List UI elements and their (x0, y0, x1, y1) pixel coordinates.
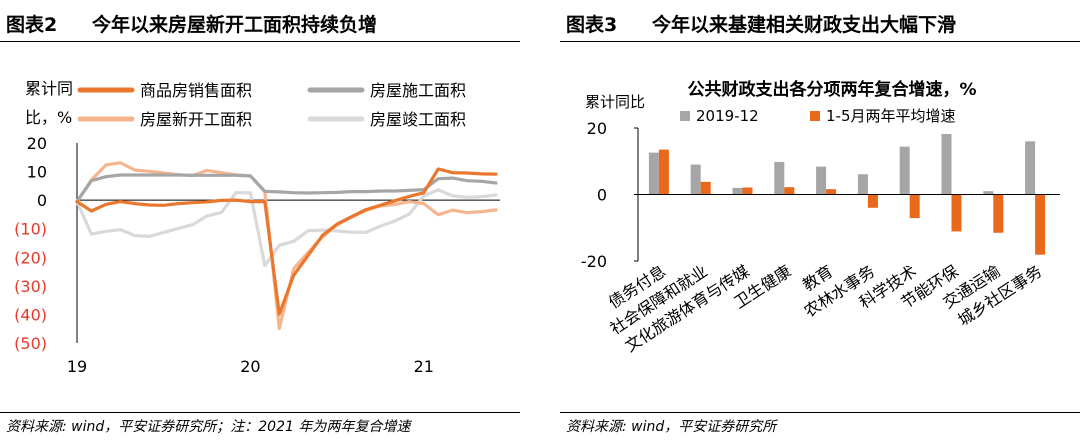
bar (732, 187, 743, 195)
y-tick-label: (50) (14, 334, 47, 353)
legend-swatch (810, 111, 820, 121)
legend-label: 商品房销售面积 (140, 81, 252, 100)
bar (742, 187, 753, 195)
y-axis-label: 累计同比 (585, 93, 645, 111)
bar (867, 194, 878, 208)
left-top-rule (0, 41, 520, 42)
x-tick-label: 21 (414, 357, 434, 376)
x-tick-label: 20 (240, 357, 260, 376)
legend-swatch (680, 111, 690, 121)
left-figure-header: 图表2 今年以来房屋新开工面积持续负增 (6, 10, 377, 37)
series-line (75, 161, 498, 330)
y-tick-label: 0 (597, 186, 607, 205)
left-figure-title: 今年以来房屋新开工面积持续负增 (92, 14, 378, 36)
y-tick-label: (10) (14, 220, 47, 239)
right-figure-header: 图表3 今年以来基建相关财政支出大幅下滑 (566, 10, 956, 37)
bar-chart: 公共财政支出各分项两年复合增速，% 累计同比 2019-12 1-5月两年平均增速 20… (581, 79, 1060, 356)
bar (700, 181, 711, 195)
bar (899, 146, 910, 195)
bar (658, 149, 669, 195)
y-tick-label: -20 (581, 252, 607, 271)
right-bottom-rule (560, 412, 1080, 413)
series-line (75, 167, 498, 316)
series-line (75, 188, 498, 268)
bar (1035, 194, 1046, 255)
y-tick-label: 20 (587, 119, 607, 138)
right-figure-title: 今年以来基建相关财政支出大幅下滑 (652, 14, 957, 36)
legend-label: 房屋施工面积 (370, 81, 466, 100)
bar (951, 194, 962, 232)
chart-title: 公共财政支出各分项两年复合增速，% (687, 79, 976, 100)
legend-label: 1-5月两年平均增速 (826, 107, 956, 125)
bar (826, 189, 837, 195)
right-top-rule (560, 41, 1080, 42)
bar (909, 194, 920, 219)
y-tick-label: 20 (27, 134, 47, 153)
legend-label: 房屋新开工面积 (140, 110, 252, 129)
y-tick-label: (20) (14, 248, 47, 267)
y-tick-label: (30) (14, 277, 47, 296)
bar (857, 174, 868, 195)
legend-label: 2019-12 (696, 107, 759, 125)
bar (784, 187, 795, 195)
y-tick-label: 10 (27, 163, 47, 182)
bar (690, 164, 701, 195)
line-chart: 累计同比，% 20 10 0 (10) (20) (30) (40) (50) 19 20 21 商品房… (14, 79, 500, 376)
bar (1025, 141, 1036, 195)
bar (983, 191, 994, 195)
bar (774, 161, 785, 195)
y-tick-label: (40) (14, 305, 47, 324)
bar (648, 152, 659, 195)
y-axis-label-line-1: 累计同 (25, 79, 73, 98)
right-source-note: 资料来源: wind，平安证券研究所 (566, 419, 777, 435)
y-tick-label: 0 (37, 191, 47, 210)
legend-label: 房屋竣工面积 (370, 110, 466, 129)
right-figure-number: 图表3 (566, 14, 618, 36)
bar (816, 166, 827, 195)
left-figure-number: 图表2 (6, 14, 58, 36)
left-bottom-rule (0, 412, 520, 413)
left-source-note: 资料来源: wind，平安证券研究所；注：2021 年为两年复合增速 (6, 419, 411, 435)
right-figure-panel: 图表3 今年以来基建相关财政支出大幅下滑 公共财政支出各分项两年复合增速，% 累计同… (560, 0, 1080, 447)
bar (941, 133, 952, 195)
y-axis-label-line-2: 比，% (25, 108, 72, 127)
x-tick-label: 19 (67, 357, 87, 376)
bar (993, 194, 1004, 233)
left-figure-panel: 图表2 今年以来房屋新开工面积持续负增 累计同比，% 20 10 0 (10) (20) (3… (0, 0, 520, 447)
